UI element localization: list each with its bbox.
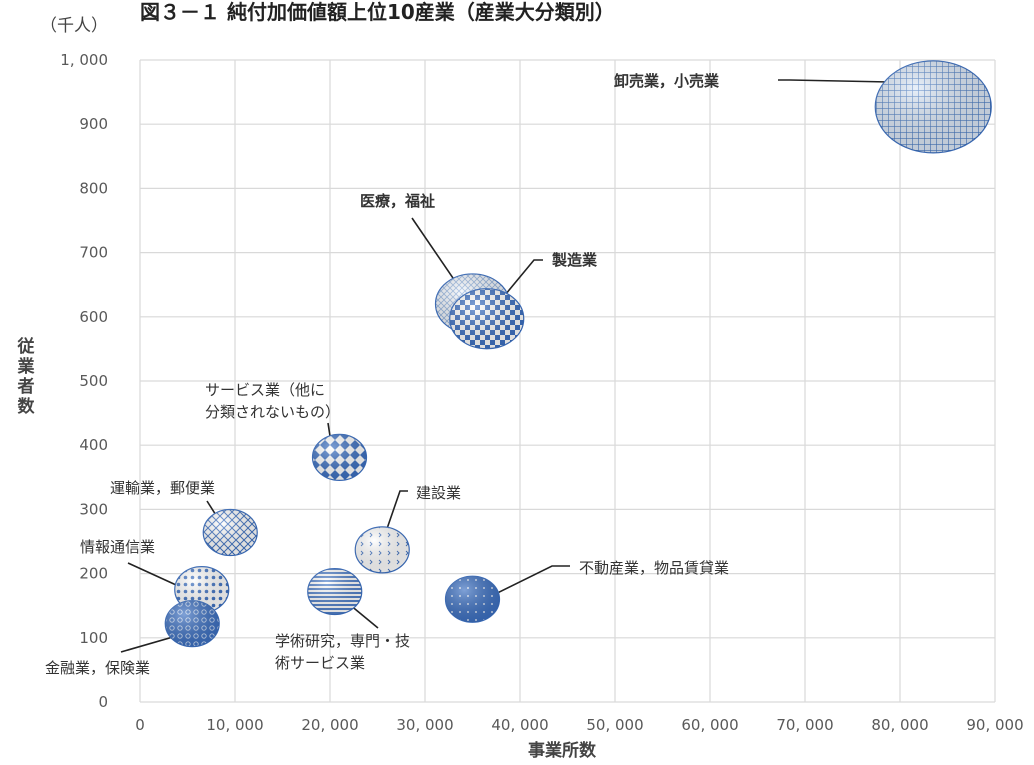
- y-tick-label: 900: [79, 115, 108, 133]
- bubbles: [164, 60, 992, 648]
- bubble: [449, 288, 525, 350]
- x-tick-label: 30, 000: [396, 716, 453, 734]
- y-tick-label: 1, 000: [60, 51, 108, 69]
- x-tick-label: 10, 000: [206, 716, 263, 734]
- x-tick-label: 0: [135, 716, 145, 734]
- bubble-label: 金融業，保険業: [45, 659, 150, 677]
- y-tick-label: 0: [98, 693, 108, 711]
- x-tick-label: 40, 000: [491, 716, 548, 734]
- bubble: [311, 433, 368, 481]
- x-axis-title: 事業所数: [528, 740, 597, 761]
- y-tick-label: 500: [79, 372, 108, 390]
- y-tick-label: 700: [79, 244, 108, 262]
- chart-title: 図３－１ 純付加価値額上位10産業（産業大分類別）: [140, 0, 615, 24]
- x-tick-label: 70, 000: [776, 716, 833, 734]
- y-unit-label: （千人）: [40, 16, 108, 36]
- leader-line: [480, 565, 570, 602]
- bubble-label: 情報通信業: [80, 538, 155, 556]
- y-tick-label: 300: [79, 500, 108, 518]
- y-tick-label: 800: [79, 179, 108, 197]
- bubble-label: 不動産業，物品賃貸業: [579, 559, 729, 577]
- grid: [139, 59, 996, 703]
- leader-lines: [120, 79, 934, 653]
- bubble-label: 卸売業，小売業: [614, 72, 720, 90]
- y-tick-label: 100: [79, 629, 108, 647]
- bubble: [354, 526, 410, 574]
- x-tick-label: 80, 000: [871, 716, 928, 734]
- bubble: [164, 600, 220, 648]
- bubble: [307, 567, 363, 616]
- bubble: [874, 60, 992, 154]
- x-tick-label: 60, 000: [681, 716, 738, 734]
- bubble-label: サービス業（他に分類されないもの）: [205, 381, 340, 421]
- x-tick-label: 50, 000: [586, 716, 643, 734]
- x-tick-label: 20, 000: [301, 716, 358, 734]
- bubble-label: 学術研究，専門・技術サービス業: [275, 632, 410, 672]
- y-tick-label: 400: [79, 436, 108, 454]
- y-tick-label: 200: [79, 565, 108, 583]
- axis-ticks: 0 10, 000 20, 000 30, 000 40, 000 50, 000 60, …: [60, 51, 1023, 734]
- bubble: [444, 575, 501, 623]
- bubble: [202, 508, 258, 557]
- bubble-label: 建設業: [416, 484, 461, 502]
- bubble-label: 製造業: [551, 251, 598, 269]
- bubble-label: 運輸業，郵便業: [110, 479, 215, 497]
- x-tick-label: 90, 000: [966, 716, 1023, 734]
- bubble-label: 医療，福祉: [360, 192, 435, 210]
- y-tick-label: 600: [79, 308, 108, 326]
- y-axis-title: 従業者数: [17, 336, 36, 417]
